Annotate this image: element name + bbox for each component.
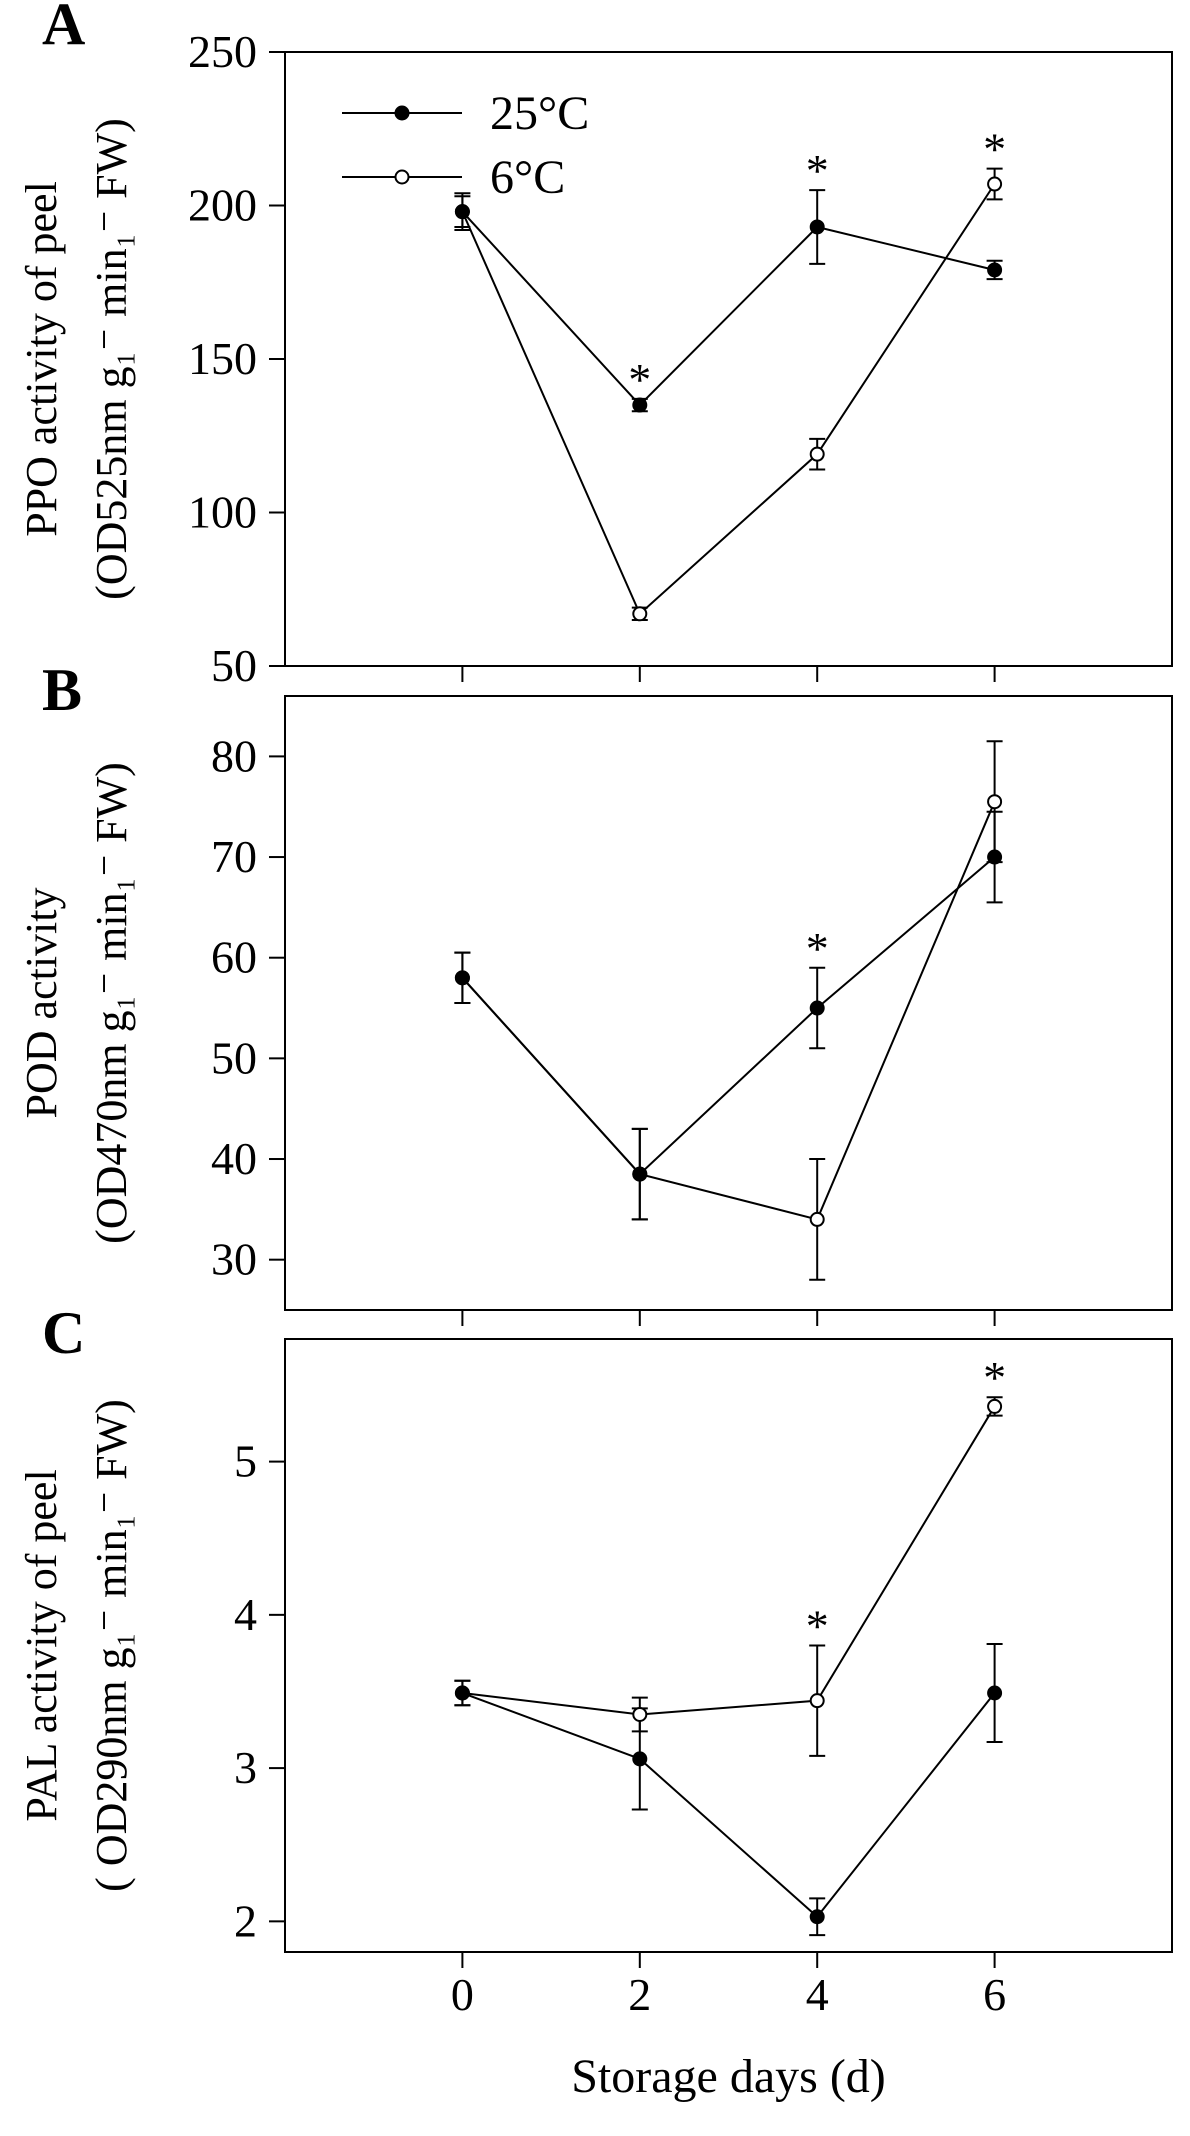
significance-asterisk: *: [983, 1352, 1006, 1403]
series-line-6c: [462, 1405, 996, 1716]
panel-c: 2 3 4 5 C PAL activity of peel ( OD290nm g₁⁻ m…: [17, 1300, 1173, 1968]
y-tick-label: 2: [234, 1895, 257, 1946]
panel-letter: C: [42, 1300, 85, 1366]
y-tick-label: 5: [234, 1436, 257, 1487]
series-line-25c: [461, 856, 996, 1176]
y-axis-label-line1: POD activity: [17, 888, 66, 1119]
data-point-25c: [632, 1751, 648, 1767]
data-point-6c: [809, 1693, 825, 1709]
y-tick-label: 50: [211, 640, 257, 691]
data-point-25c: [809, 1000, 825, 1016]
y-tick-label: 100: [188, 487, 257, 538]
series-line-6c: [461, 183, 996, 616]
significance-asterisk: *: [983, 124, 1006, 175]
legend-label: 25°C: [490, 87, 589, 140]
significance-asterisk: *: [806, 145, 829, 196]
significance-asterisk: *: [806, 1601, 829, 1652]
data-point-6c: [809, 446, 825, 462]
y-axis-label-line1: PPO activity of peel: [17, 181, 66, 537]
panel-letter: B: [42, 657, 82, 723]
data-point-6c: [987, 794, 1003, 810]
data-point-25c: [632, 397, 648, 413]
panel-b: 30 40 50 60 70 80 B POD activity (OD470nm g₁⁻ mi…: [17, 657, 1173, 1326]
series-line-6c: [461, 801, 996, 1221]
y-axis-label-line1: PAL activity of peel: [17, 1469, 66, 1821]
data-point-25c: [454, 204, 470, 220]
data-point-25c: [454, 970, 470, 986]
panel-letter: A: [42, 0, 85, 57]
y-tick-label: 50: [211, 1032, 257, 1083]
y-tick-label: 4: [234, 1589, 257, 1640]
x-tick-label: 6: [983, 1969, 1006, 2020]
x-axis-label: Storage days (d): [571, 2050, 886, 2103]
y-tick-label: 80: [211, 730, 257, 781]
y-tick-label: 200: [188, 180, 257, 231]
y-tick-label: 60: [211, 932, 257, 983]
panel-a: 50 100 150 200 250 A PPO activity of peel (OD52…: [17, 0, 1173, 691]
data-point-6c: [809, 1211, 825, 1227]
plot-frame: [284, 51, 1173, 667]
data-point-25c: [987, 849, 1003, 865]
plot-frame: [284, 1338, 1173, 1953]
x-tick-label: 4: [806, 1969, 829, 2020]
legend-label: 6°C: [490, 151, 565, 204]
data-point-25c: [809, 219, 825, 235]
data-point-25c: [454, 1685, 470, 1701]
series-line-25c: [461, 210, 995, 407]
plot-frame: [284, 695, 1173, 1311]
y-tick-label: 3: [234, 1742, 257, 1793]
data-point-25c: [987, 262, 1003, 278]
y-tick-label: 150: [188, 333, 257, 384]
data-point-6c: [987, 1398, 1003, 1414]
y-axis-label-line2: (OD470nm g₁⁻ min₁⁻ FW): [87, 762, 136, 1244]
y-tick-label: 30: [211, 1234, 257, 1285]
series-line-25c: [462, 1692, 996, 1919]
y-axis-label-line2: ( OD290nm g₁⁻ min₁⁻ FW): [87, 1399, 136, 1892]
data-point-25c: [809, 1909, 825, 1925]
legend-marker: [394, 169, 410, 185]
x-tick-label: 0: [451, 1969, 474, 2020]
y-tick-label: 250: [188, 26, 257, 77]
significance-asterisk: *: [806, 923, 829, 974]
y-tick-label: 40: [211, 1133, 257, 1184]
y-tick-label: 70: [211, 831, 257, 882]
data-point-6c: [632, 1706, 648, 1722]
significance-asterisk: *: [628, 354, 651, 405]
x-tick-label: 2: [628, 1969, 651, 2020]
data-point-6c: [987, 176, 1003, 192]
y-axis-label-line2: (OD525nm g₁⁻ min₁⁻ FW): [87, 118, 136, 600]
data-point-25c: [632, 1166, 648, 1182]
data-point-6c: [632, 606, 648, 622]
legend-marker: [394, 105, 410, 121]
data-point-25c: [987, 1685, 1003, 1701]
